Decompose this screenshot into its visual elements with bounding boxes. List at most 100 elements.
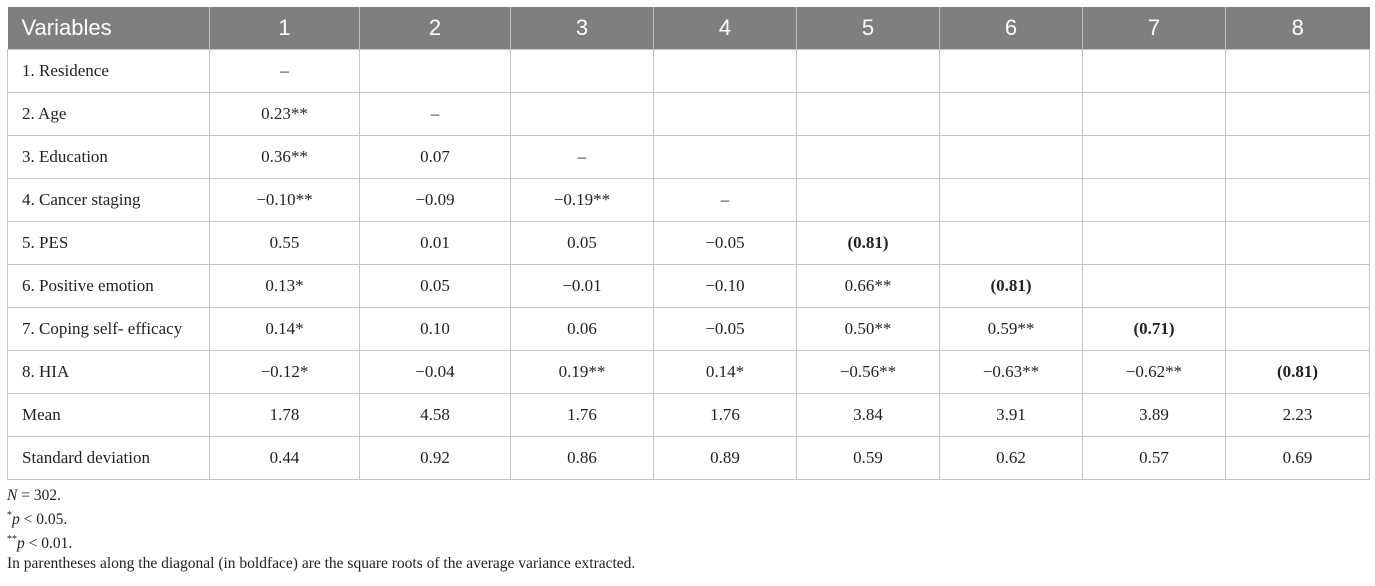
header-col-3: 3 [510,7,654,50]
table-cell: −0.12* [209,350,360,394]
note-p01-var: p [17,535,25,553]
table-cell: −0.05 [653,221,797,265]
table-cell: 0.19** [510,350,654,394]
table-cell [1225,307,1370,351]
row-label: 1. Residence [7,49,210,93]
table-cell [796,92,940,136]
table-cell: 1.76 [653,393,797,437]
table-cell: 0.05 [359,264,511,308]
table-cell: −0.09 [359,178,511,222]
table-row: 4. Cancer staging −0.10** −0.09 −0.19** – [7,178,1370,222]
table-cell [359,49,511,93]
header-row: Variables 1 2 3 4 5 6 7 8 [7,7,1370,50]
table-cell: −0.63** [939,350,1083,394]
table-cell [653,135,797,179]
table-cell [1082,178,1226,222]
table-cell [939,135,1083,179]
table-cell [1082,264,1226,308]
table-cell [510,49,654,93]
table-cell: −0.01 [510,264,654,308]
table-cell: (0.71) [1082,307,1226,351]
table-cell [1225,49,1370,93]
table-cell [653,49,797,93]
correlation-table-container: Variables 1 2 3 4 5 6 7 8 1. Residence –2. Age 0.2… [7,7,1370,574]
table-row: 3. Education 0.36** 0.07– [7,135,1370,179]
table-cell: 0.13* [209,264,360,308]
header-col-8: 8 [1225,7,1370,50]
table-cell: 0.07 [359,135,511,179]
row-label: 7. Coping self- efficacy [7,307,210,351]
table-cell: 0.50** [796,307,940,351]
table-cell [796,135,940,179]
table-cell: −0.04 [359,350,511,394]
table-cell [1082,49,1226,93]
table-cell [1225,221,1370,265]
table-row: 1. Residence – [7,49,1370,93]
table-cell [1082,92,1226,136]
table-cell [1225,135,1370,179]
table-cell [1082,221,1226,265]
table-cell: 3.84 [796,393,940,437]
table-row: Mean 1.78 4.58 1.76 1.76 3.84 3.91 3.89 2.23 [7,393,1370,437]
table-cell [939,178,1083,222]
table-cell: 0.14* [209,307,360,351]
row-label: 8. HIA [7,350,210,394]
header-col-4: 4 [653,7,797,50]
table-cell: 0.59 [796,436,940,480]
table-cell: 2.23 [1225,393,1370,437]
correlation-table: Variables 1 2 3 4 5 6 7 8 1. Residence –2. Age 0.2… [7,7,1370,480]
table-cell [939,92,1083,136]
table-cell: 0.14* [653,350,797,394]
row-label: Standard deviation [7,436,210,480]
table-cell: −0.10 [653,264,797,308]
table-cell: 0.66** [796,264,940,308]
table-cell: (0.81) [796,221,940,265]
table-cell: 0.89 [653,436,797,480]
table-cell: – [653,178,797,222]
table-cell [1082,135,1226,179]
note-n-label: N [7,487,18,504]
table-cell: 0.01 [359,221,511,265]
table-cell: 0.44 [209,436,360,480]
table-cell: −0.19** [510,178,654,222]
row-label: 4. Cancer staging [7,178,210,222]
table-cell: 0.10 [359,307,511,351]
table-cell: 0.05 [510,221,654,265]
table-cell: 4.58 [359,393,511,437]
table-cell: 0.36** [209,135,360,179]
table-cell: 1.76 [510,393,654,437]
table-cell [653,92,797,136]
table-cell: −0.05 [653,307,797,351]
note-p05-var: p [12,511,20,529]
header-col-5: 5 [796,7,940,50]
table-row: 6. Positive emotion 0.13* 0.05 −0.01 −0.10 0.… [7,264,1370,308]
table-cell: 0.86 [510,436,654,480]
note-p05-mark: * [7,510,12,521]
table-cell: – [510,135,654,179]
table-cell [796,178,940,222]
row-label: 3. Education [7,135,210,179]
table-cell: (0.81) [939,264,1083,308]
table-row: 8. HIA −0.12* −0.04 0.19** 0.14* −0.56** −0.63… [7,350,1370,394]
table-cell: 3.91 [939,393,1083,437]
table-cell: – [209,49,360,93]
table-row: 5. PES 0.55 0.01 0.05 −0.05 (0.81) [7,221,1370,265]
header-col-7: 7 [1082,7,1226,50]
header-variables: Variables [7,7,210,50]
row-label: 5. PES [7,221,210,265]
table-cell: 0.92 [359,436,511,480]
note-diagonal: In parentheses along the diagonal (in bo… [7,555,636,573]
table-cell: −0.62** [1082,350,1226,394]
note-p01-mark: ** [7,534,17,546]
table-cell: – [359,92,511,136]
table-cell [939,49,1083,93]
table-cell [796,49,940,93]
table-cell: 1.78 [209,393,360,437]
row-label: 6. Positive emotion [7,264,210,308]
row-label: 2. Age [7,92,210,136]
header-col-2: 2 [359,7,511,50]
table-row: 7. Coping self- efficacy 0.14* 0.10 0.06 −0.… [7,307,1370,351]
table-cell [1225,264,1370,308]
table-cell [939,221,1083,265]
table-notes: N = 302. *p < 0.05. **p < 0.01. In paren… [7,486,1369,574]
